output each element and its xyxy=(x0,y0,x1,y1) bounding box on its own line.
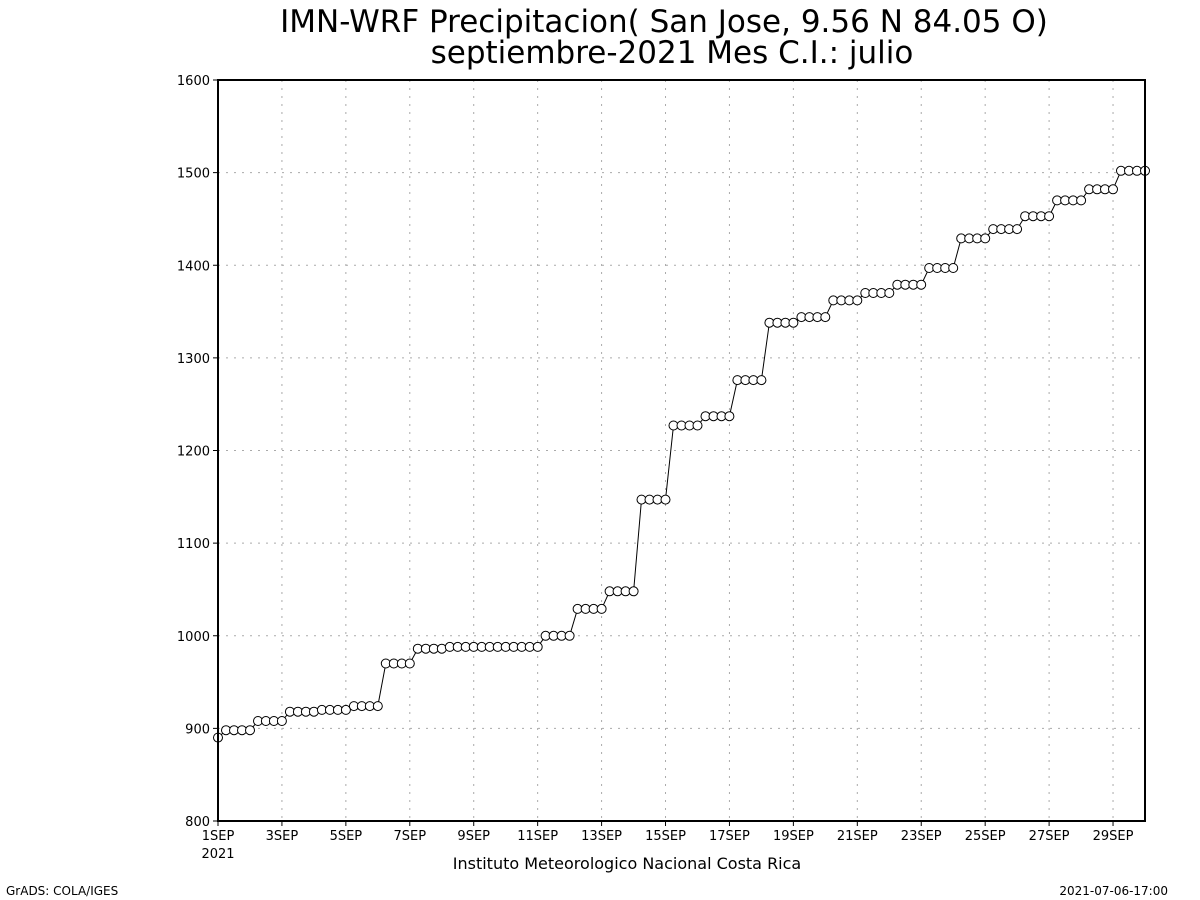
plot-frame xyxy=(217,79,1146,822)
data-point xyxy=(820,312,831,323)
y-tick-label: 1200 xyxy=(177,445,210,460)
x-tick-label: 17SEP xyxy=(709,829,750,844)
x-tick-label: 19SEP xyxy=(773,829,814,844)
gridlines xyxy=(218,80,1145,821)
data-point xyxy=(596,603,607,614)
y-tick-label: 1000 xyxy=(177,630,210,645)
data-point xyxy=(1012,224,1023,235)
chart-title: IMN-WRF Precipitacion( San Jose, 9.56 N … xyxy=(280,4,1048,40)
y-tick-label: 1600 xyxy=(177,74,210,89)
footer-timestamp: 2021-07-06-17:00 xyxy=(1059,884,1168,898)
data-point xyxy=(436,643,447,654)
x-tick-label: 29SEP xyxy=(1093,829,1134,844)
data-point xyxy=(724,411,735,422)
x-tick-label: 13SEP xyxy=(581,829,622,844)
y-tick-label: 1100 xyxy=(177,537,210,552)
data-point xyxy=(884,288,895,298)
y-tick-label: 1300 xyxy=(177,352,210,367)
data-point xyxy=(660,494,671,505)
y-tick-label: 1400 xyxy=(177,259,210,274)
data-point xyxy=(756,375,767,386)
x-tick-label: 3SEP xyxy=(266,829,299,844)
x-tick-label: 7SEP xyxy=(394,829,427,844)
x-tick-label: 15SEP xyxy=(645,829,686,844)
x-year-label: 2021 xyxy=(201,847,234,862)
data-point xyxy=(980,233,991,244)
data-point xyxy=(564,630,575,641)
data-point xyxy=(628,586,639,597)
data-point xyxy=(1044,211,1055,222)
data-point xyxy=(1076,195,1087,206)
data-point xyxy=(532,641,543,652)
x-tick-label: 9SEP xyxy=(457,829,490,844)
series-line xyxy=(217,170,1145,738)
data-point xyxy=(1108,184,1118,195)
x-tick-label: 11SEP xyxy=(517,829,558,844)
x-tick-label: 25SEP xyxy=(965,829,1006,844)
y-axis: 800 900 1000 1100 1200 1300 1400 1500 1600 xyxy=(177,74,218,830)
precipitation-series xyxy=(213,165,1150,743)
data-point xyxy=(788,317,799,328)
data-point xyxy=(308,706,319,717)
y-tick-label: 1500 xyxy=(177,167,210,182)
data-point xyxy=(372,701,383,712)
x-tick-label: 23SEP xyxy=(901,829,942,844)
x-axis-label: Instituto Meteorologico Nacional Costa R… xyxy=(453,854,801,873)
x-tick-label: 21SEP xyxy=(837,829,878,844)
data-point xyxy=(276,716,287,726)
data-point xyxy=(852,295,863,306)
x-axis: 1SEP 3SEP 5SEP 7SEP 9SEP 11SEP 13SEP 15SEP 17SEP… xyxy=(202,821,1134,844)
data-point xyxy=(916,279,927,290)
footer-credit: GrADS: COLA/IGES xyxy=(6,884,118,898)
x-tick-label: 1SEP xyxy=(202,829,235,844)
chart-subtitle: septiembre-2021 Mes C.I.: julio xyxy=(431,35,914,71)
data-point xyxy=(948,263,959,273)
data-point xyxy=(692,420,703,431)
data-point xyxy=(245,725,255,736)
x-tick-label: 27SEP xyxy=(1029,829,1070,844)
data-point xyxy=(404,658,415,669)
y-tick-label: 800 xyxy=(185,815,210,830)
x-tick-label: 5SEP xyxy=(330,829,363,844)
data-point xyxy=(340,704,351,715)
y-tick-label: 900 xyxy=(185,722,210,737)
